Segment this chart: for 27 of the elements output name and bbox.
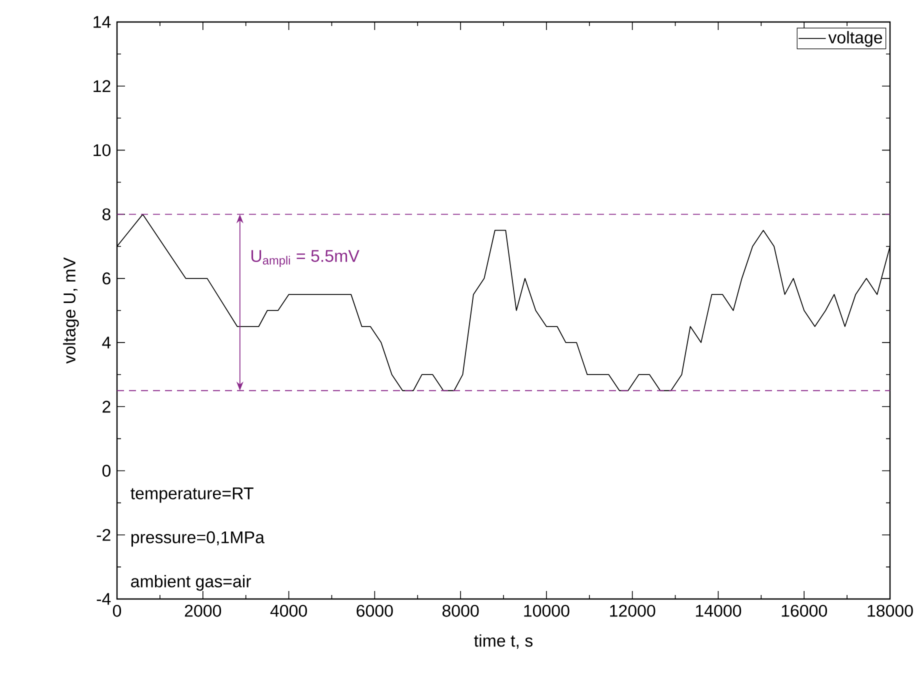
y-tick-label: 0	[102, 464, 111, 477]
x-tick-label: 16000	[782, 604, 828, 617]
x-tick-label: 8000	[442, 604, 479, 617]
x-tick-label: 10000	[524, 604, 570, 617]
annotation: pressure=0,1MPa	[131, 531, 264, 547]
y-tick-label: 10	[94, 144, 111, 156]
x-tick-label: 6000	[356, 604, 393, 617]
y-tick-label: 8	[102, 208, 110, 220]
x-tick-label: 18000	[868, 604, 913, 617]
y-tick-label: -4	[96, 593, 111, 605]
x-tick-label: 12000	[610, 604, 656, 617]
y-axis-title: voltage U, mV	[63, 257, 79, 364]
y-tick-label: 14	[94, 16, 111, 28]
x-axis-title: time t, s	[474, 634, 533, 649]
annotation: U$_{ampli}$ = 5.5mV	[251, 250, 360, 267]
annotation: temperature=RT	[130, 488, 254, 503]
y-tick-label: 2	[102, 400, 110, 413]
y-tick-label: -2	[96, 528, 110, 541]
x-tick-label: 14000	[696, 604, 742, 617]
y-tick-label: 6	[102, 272, 110, 284]
y-tick-label: 12	[94, 80, 110, 92]
x-tick-label: 2000	[184, 604, 222, 617]
y-tick-label: 4	[102, 336, 111, 348]
x-tick-label: 0	[112, 604, 122, 617]
legend-label: voltage	[828, 31, 882, 47]
x-tick-label: 4000	[270, 604, 307, 617]
annotation: ambient gas=air	[131, 574, 252, 591]
